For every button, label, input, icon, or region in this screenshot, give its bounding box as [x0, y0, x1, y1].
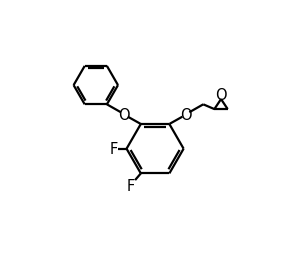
Text: O: O: [180, 107, 192, 122]
Text: F: F: [126, 178, 135, 193]
Text: O: O: [119, 107, 130, 122]
Text: O: O: [215, 88, 227, 103]
Text: F: F: [110, 142, 118, 156]
